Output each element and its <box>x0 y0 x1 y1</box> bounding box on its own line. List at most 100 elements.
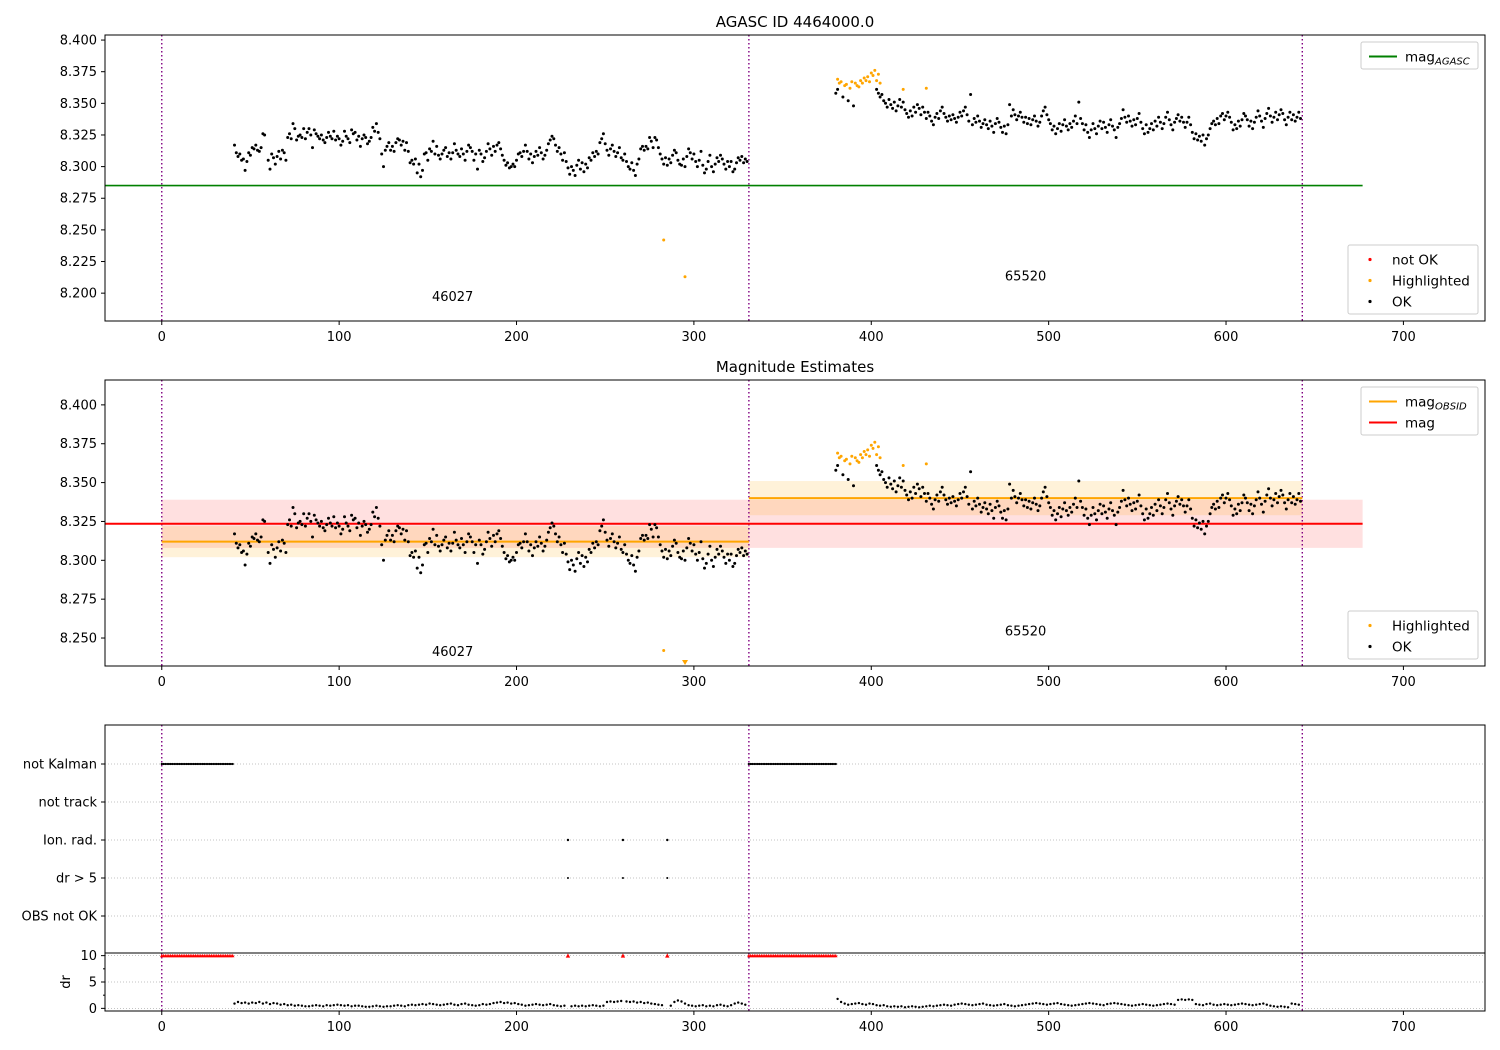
ok-point <box>522 149 526 153</box>
highlighted-point <box>848 86 852 90</box>
ok-point <box>541 549 545 553</box>
ok-point <box>1208 127 1212 131</box>
ok-point <box>513 558 517 562</box>
ok-point <box>440 543 444 547</box>
dr-point <box>449 1002 453 1005</box>
ok-point <box>339 143 343 147</box>
dr-point <box>375 1004 378 1007</box>
dr-point <box>290 1003 293 1006</box>
ok-point <box>889 103 893 107</box>
ok-point <box>745 552 749 556</box>
ok-point <box>353 516 357 520</box>
ok-point <box>389 538 393 542</box>
dr-point <box>414 1004 417 1007</box>
legend-label: Highlighted <box>1392 274 1470 290</box>
highlighted-point <box>924 86 928 90</box>
ok-point <box>664 156 667 160</box>
ok-point <box>238 543 242 547</box>
dr-point <box>261 1002 265 1005</box>
dr-point <box>744 1003 747 1006</box>
ok-point <box>495 143 499 147</box>
ok-point <box>891 487 895 491</box>
ok-point <box>1267 106 1271 110</box>
ok-point <box>1006 123 1010 127</box>
ok-point <box>295 138 299 142</box>
ok-point <box>403 538 407 542</box>
ok-point <box>316 134 320 138</box>
ok-point <box>1080 506 1084 509</box>
ok-point <box>273 555 277 559</box>
ok-point <box>584 162 588 166</box>
ok-point <box>600 137 604 141</box>
ok-point <box>589 551 593 554</box>
ok-point <box>236 546 240 550</box>
x-tick-label: 200 <box>504 1020 529 1035</box>
ok-point <box>665 163 669 167</box>
ok-point <box>536 544 540 548</box>
legend-label: magOBSID <box>1405 395 1467 413</box>
highlighted-point <box>878 81 882 85</box>
dr-point <box>928 1004 931 1007</box>
ok-point <box>671 544 675 548</box>
ok-point <box>1228 115 1232 119</box>
dr-point <box>625 1000 628 1003</box>
ok-point <box>1087 136 1091 139</box>
ok-point <box>447 541 451 545</box>
ok-point <box>1132 501 1136 505</box>
ok-point <box>257 149 261 153</box>
ok-point <box>656 146 660 150</box>
ok-point <box>908 109 912 113</box>
ok-point <box>740 155 744 158</box>
ok-point <box>1245 118 1249 122</box>
dr-point <box>545 1003 548 1006</box>
y-tick-label: 8.375 <box>60 65 97 80</box>
not-kalman-point <box>802 762 806 766</box>
dr-point <box>946 1004 949 1007</box>
ok-point <box>931 123 935 127</box>
flag-category-label: Ion. rad. <box>43 834 97 849</box>
not-kalman-point <box>222 762 225 766</box>
ok-point <box>970 123 974 127</box>
highlighted-point <box>857 460 861 464</box>
ok-point <box>497 529 501 533</box>
ok-point <box>1270 120 1274 124</box>
dr-point <box>258 1000 261 1004</box>
ok-point <box>1103 510 1107 514</box>
ok-point <box>1004 132 1008 136</box>
dr-point <box>424 1003 428 1006</box>
dr-point <box>371 1005 374 1008</box>
x-tick-label: 700 <box>1391 675 1416 690</box>
ok-point <box>940 485 944 489</box>
ok-point-series <box>233 464 1302 575</box>
ok-point <box>1197 521 1201 525</box>
ok-point <box>468 535 472 539</box>
ok-point <box>662 555 666 559</box>
ok-point <box>515 551 518 554</box>
ok-point <box>442 148 446 152</box>
highlighted-point <box>878 456 882 460</box>
ok-point <box>587 156 591 160</box>
highlighted-point <box>844 457 848 461</box>
ok-point <box>1174 499 1178 503</box>
ok-point <box>403 148 407 152</box>
ok-point <box>1077 479 1081 483</box>
dr-point <box>339 1004 343 1007</box>
ok-point <box>1219 114 1223 118</box>
ok-point <box>701 163 705 167</box>
dr-point <box>1205 1002 1208 1006</box>
ok-point <box>293 512 297 516</box>
ok-point <box>1098 119 1102 123</box>
ok-point <box>419 571 423 575</box>
ok-point <box>465 149 469 153</box>
ok-point <box>397 526 401 530</box>
ok-point <box>428 537 432 540</box>
ok-point <box>1109 118 1113 122</box>
ok-point <box>1047 501 1051 505</box>
dr-point <box>896 1005 900 1008</box>
not-kalman-point <box>834 762 837 766</box>
dr-point <box>392 1004 396 1007</box>
ok-point <box>903 108 907 112</box>
dr-point <box>701 1004 704 1007</box>
dr-point <box>1059 1002 1063 1006</box>
not-kalman-point <box>196 762 199 766</box>
